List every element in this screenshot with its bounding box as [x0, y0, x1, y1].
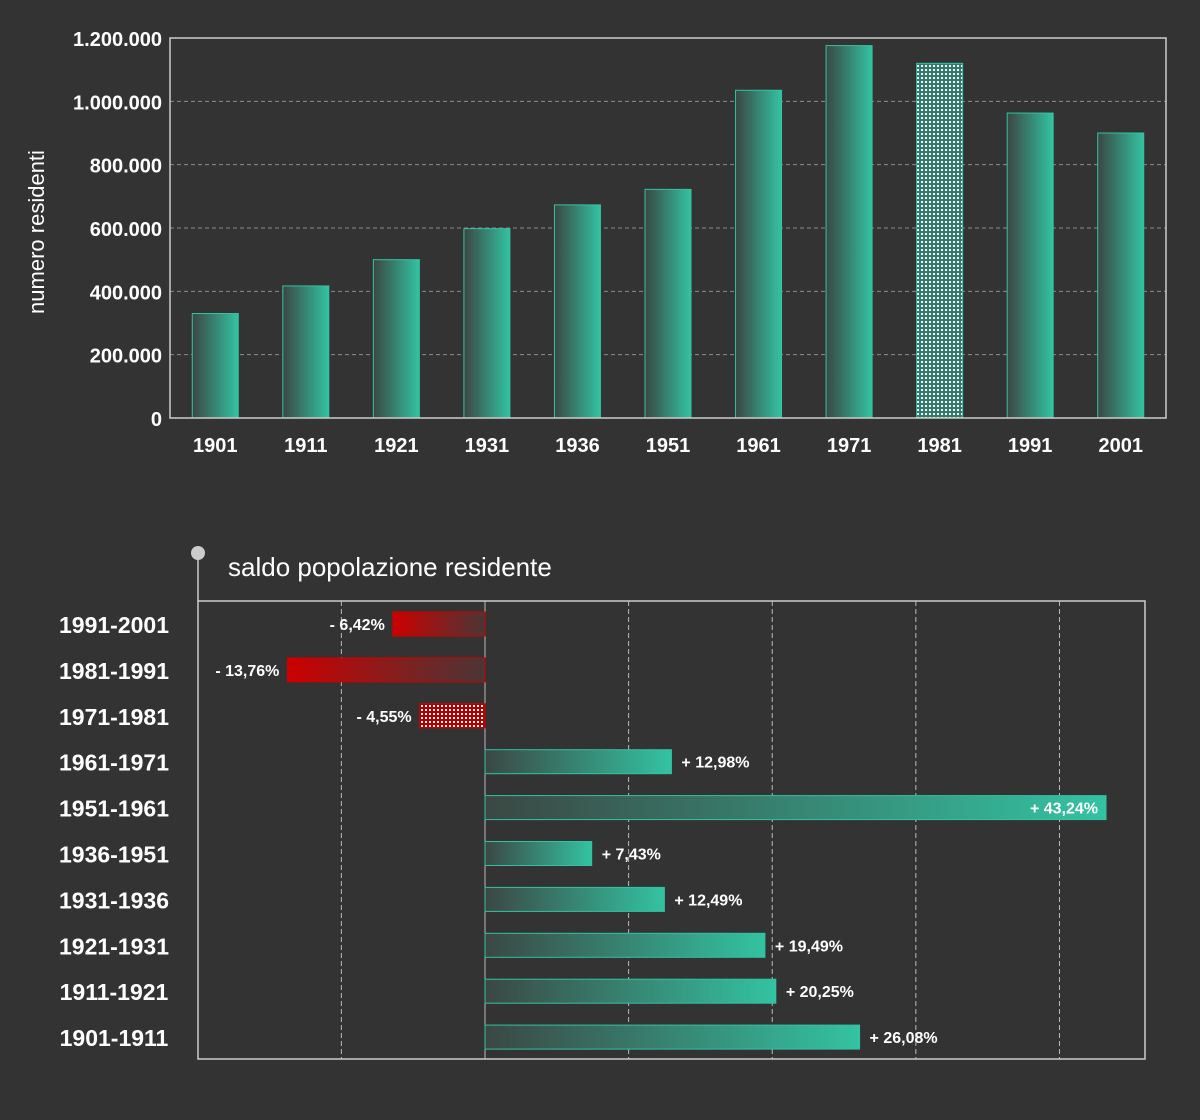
category-label: 1921-1931: [59, 933, 169, 959]
x-tick-label: 1951: [646, 435, 691, 457]
value-label: + 19,49%: [775, 938, 843, 955]
x-tick-label: 1971: [827, 435, 872, 457]
bar-1911-1921: [484, 978, 777, 1004]
y-tick-label: 0: [151, 409, 162, 431]
bar-1961: [735, 89, 783, 419]
y-tick-label: 1.000.000: [73, 92, 162, 114]
bar-1936-1951: [484, 841, 593, 866]
category-label: 1981-1991: [59, 658, 169, 684]
category-label: 1901-1911: [60, 1025, 169, 1051]
bars: [191, 45, 1145, 419]
category-label: 1971-1981: [59, 704, 169, 730]
x-tick-label: 1911: [284, 435, 327, 457]
value-label: - 13,76%: [215, 663, 279, 680]
bars: [286, 611, 1107, 1050]
value-label: + 12,98%: [681, 755, 749, 772]
value-label: - 6,42%: [330, 617, 385, 634]
x-tick-label: 1961: [736, 435, 781, 457]
bar-1911: [282, 285, 330, 419]
x-tick-label: 2001: [1098, 435, 1143, 457]
category-label: 1991-2001: [59, 612, 169, 638]
bar-1951: [644, 188, 692, 419]
title-marker: [191, 546, 205, 601]
bar-1901-1911: [484, 1024, 861, 1050]
bar-1991: [1006, 112, 1054, 419]
y-tick-label: 600.000: [90, 219, 162, 241]
bar-1971-1981: [419, 703, 486, 729]
y-tick-label: 800.000: [90, 156, 162, 178]
category-label: 1911-1921: [60, 979, 169, 1005]
value-label: + 26,08%: [870, 1030, 938, 1047]
category-label: 1936-1951: [59, 842, 169, 868]
y-tick-label: 400.000: [90, 282, 162, 304]
population-bar-chart: 0 200.000 400.000 600.000 800.000 1.000.000 1.…: [24, 29, 1167, 457]
value-label: + 12,49%: [674, 892, 742, 909]
bar-1951-1961: [484, 795, 1107, 821]
plot-border: [169, 37, 1167, 419]
bar-1931-1936: [484, 886, 665, 912]
y-tick-label: 200.000: [90, 346, 162, 368]
x-tick-labels: 1901 1911 1921 1931 1936 1951 1961 1971 1981 1991…: [193, 435, 1143, 457]
bar-2001: [1097, 132, 1145, 419]
category-label: 1951-1961: [59, 796, 169, 822]
bar-1981-1991: [286, 657, 486, 683]
plot-frame: [197, 600, 1146, 1060]
x-tick-label: 1981: [917, 435, 962, 457]
bar-1901: [191, 313, 239, 419]
plot-frame: [169, 37, 1167, 419]
value-label: + 20,25%: [786, 984, 854, 1001]
value-label: + 43,24%: [1030, 801, 1098, 818]
saldo-bar-chart: saldo popolazione residente 1991-2001 198…: [59, 546, 1146, 1060]
y-tick-labels: 0 200.000 400.000 600.000 800.000 1.000.000 1.…: [73, 29, 162, 431]
category-label: 1931-1936: [59, 887, 169, 913]
bar-1971: [825, 45, 873, 419]
x-tick-label: 1991: [1008, 435, 1053, 457]
bar-1921: [372, 259, 420, 419]
bar-1931: [463, 228, 511, 419]
bar-1921-1931: [484, 932, 766, 958]
y-tick-label: 1.200.000: [73, 29, 162, 51]
category-labels: 1991-2001 1981-1991 1971-1981 1961-1971 1951…: [59, 612, 169, 1051]
x-tick-label: 1936: [555, 435, 600, 457]
chart-title: saldo popolazione residente: [228, 552, 552, 582]
x-tick-label: 1901: [193, 435, 238, 457]
value-label: + 7,43%: [602, 847, 661, 864]
bar-1961-1971: [484, 749, 672, 775]
bar-1936: [553, 204, 601, 419]
bar-1981: [916, 62, 964, 419]
plot-border: [197, 600, 1146, 1060]
x-tick-label: 1931: [465, 435, 510, 457]
value-label: - 4,55%: [357, 709, 412, 726]
y-axis-label: numero residenti: [24, 150, 49, 314]
category-label: 1961-1971: [59, 750, 169, 776]
x-tick-label: 1921: [374, 435, 419, 457]
bar-1991-2001: [392, 611, 486, 637]
value-labels: - 6,42% - 13,76% - 4,55% + 12,98% + 43,24% + …: [215, 617, 1098, 1047]
